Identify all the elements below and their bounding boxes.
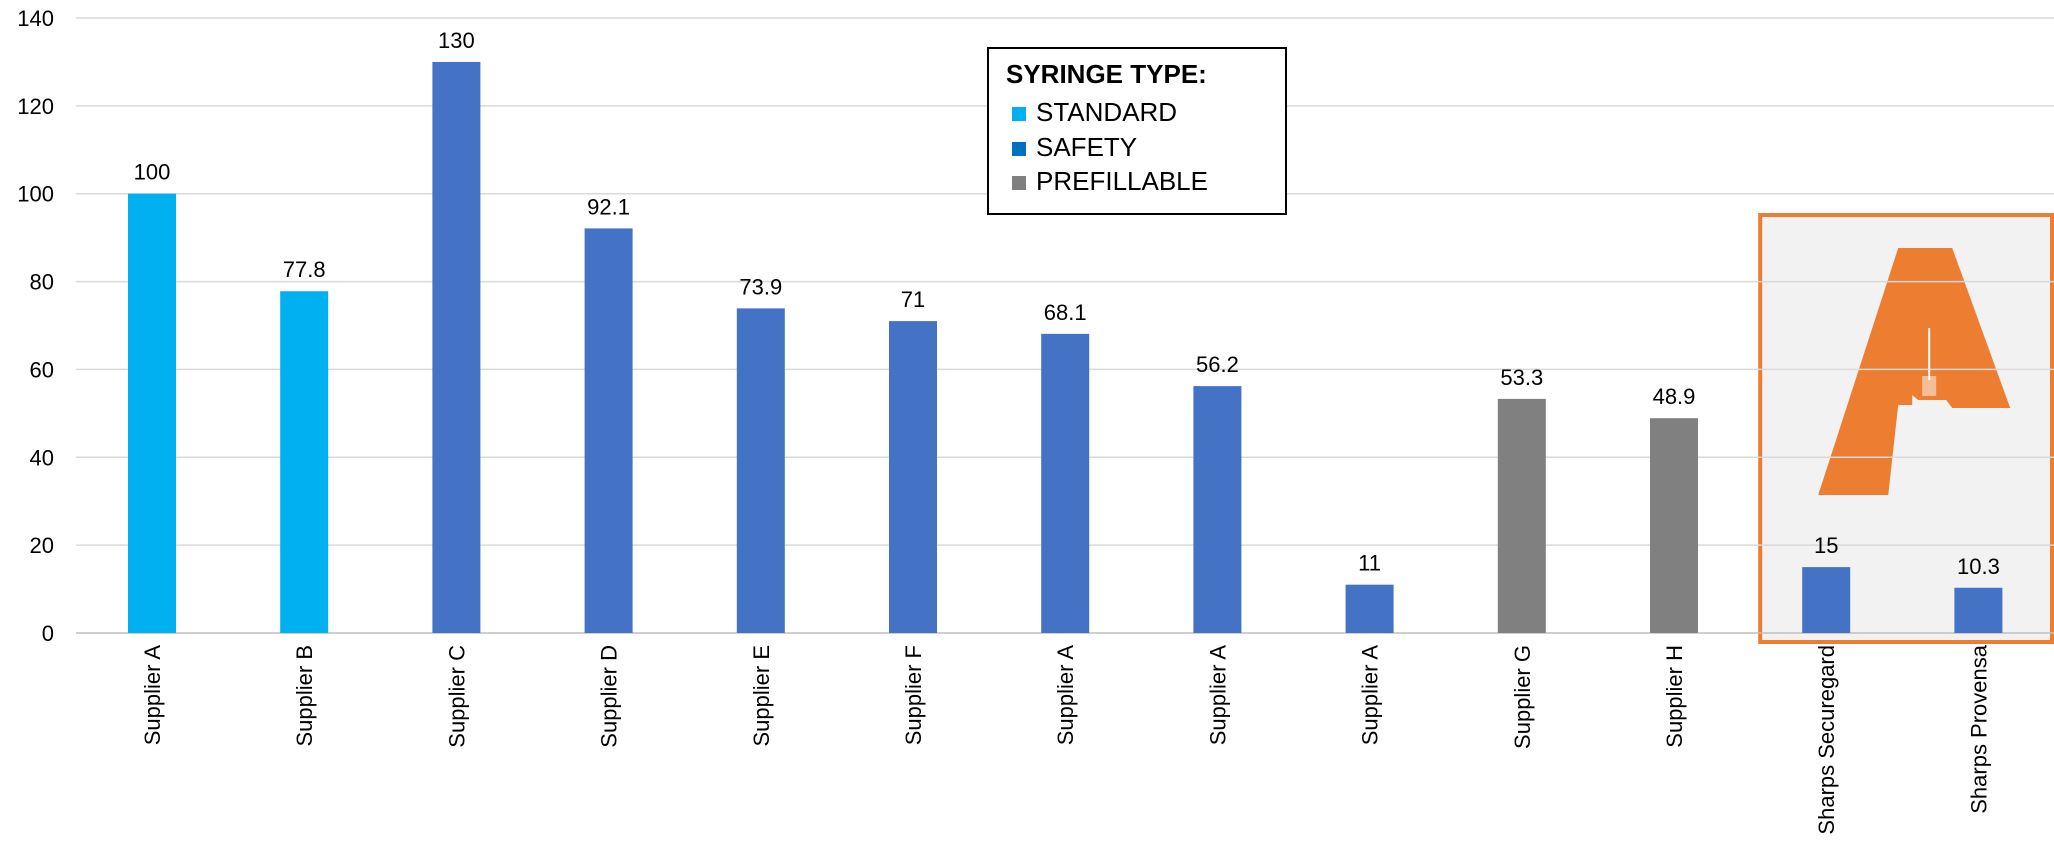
x-label-7: Supplier A [1053, 645, 1078, 746]
y-axis-ticks: 0 20 40 60 80 100 120 140 [17, 6, 54, 646]
bar-8-supplier-a [1193, 386, 1242, 633]
legend-swatch-safety [1012, 142, 1026, 156]
bar-7-supplier-a [1041, 333, 1090, 633]
data-label-6: 71 [901, 287, 925, 312]
bar-11-supplier-h [1650, 418, 1698, 633]
data-label-10: 53.3 [1500, 365, 1543, 390]
data-label-11: 48.9 [1653, 384, 1696, 409]
bars [128, 61, 2003, 634]
x-label-10: Supplier G [1510, 645, 1535, 749]
legend-title: SYRINGE TYPE: [1006, 59, 1207, 89]
legend-label-standard: STANDARD [1036, 97, 1177, 127]
bar-10-supplier-g [1497, 398, 1546, 633]
data-label-4: 92.1 [587, 194, 630, 219]
y-tick-120: 120 [17, 94, 54, 119]
x-label-12: Sharps Securegard [1814, 645, 1839, 835]
data-label-12: 15 [1814, 533, 1838, 558]
data-label-1: 100 [134, 160, 171, 185]
data-label-7: 68.1 [1044, 300, 1087, 325]
legend-swatch-prefillable [1012, 176, 1026, 190]
bar-9-supplier-a [1345, 584, 1394, 633]
x-label-13: Sharps Provensa [1966, 644, 1991, 814]
data-label-13: 10.3 [1957, 554, 2000, 579]
y-tick-140: 140 [17, 6, 54, 31]
sharps-logo-icon [1818, 248, 2011, 495]
x-label-9: Supplier A [1358, 645, 1383, 746]
y-tick-20: 20 [30, 533, 54, 558]
data-label-3: 130 [438, 28, 475, 53]
data-label-8: 56.2 [1196, 352, 1239, 377]
x-label-11: Supplier H [1662, 645, 1687, 748]
bar-5-supplier-e [736, 308, 785, 633]
y-tick-0: 0 [42, 621, 54, 646]
bar-6-supplier-f [889, 321, 937, 633]
x-label-1: Supplier A [140, 645, 165, 746]
data-label-5: 73.9 [739, 274, 782, 299]
bar-2-supplier-b [280, 291, 329, 633]
legend-label-prefillable: PREFILLABLE [1036, 166, 1208, 196]
x-label-5: Supplier E [749, 645, 774, 747]
bar-13-sharps-provensa [1954, 587, 2003, 633]
bar-12-sharps-securegard [1802, 567, 1851, 633]
legend-swatch-standard [1012, 107, 1026, 121]
data-label-9: 11 [1358, 551, 1381, 576]
x-label-6: Supplier F [901, 645, 926, 745]
legend-box [987, 47, 1287, 215]
y-tick-60: 60 [30, 357, 54, 382]
x-label-3: Supplier C [444, 645, 469, 748]
legend: SYRINGE TYPE: STANDARD SAFETY PREFILLABL… [987, 47, 1287, 215]
data-label-2: 77.8 [283, 257, 326, 282]
y-tick-80: 80 [30, 270, 54, 295]
x-label-4: Supplier D [597, 645, 622, 748]
y-tick-100: 100 [17, 182, 54, 207]
bar-4-supplier-d [584, 228, 633, 634]
legend-label-safety: SAFETY [1036, 132, 1137, 162]
bar-1-supplier-a [128, 193, 176, 633]
bar-3-supplier-c [432, 61, 481, 633]
y-tick-40: 40 [30, 445, 54, 470]
data-labels: 100 77.8 130 92.1 73.9 71 68.1 56.2 11 53.3 48.9 15… [134, 28, 2000, 579]
x-label-2: Supplier B [292, 645, 317, 747]
x-label-8: Supplier A [1205, 645, 1230, 746]
x-axis-labels: Supplier A Supplier B Supplier C Supplier D… [140, 644, 1991, 834]
